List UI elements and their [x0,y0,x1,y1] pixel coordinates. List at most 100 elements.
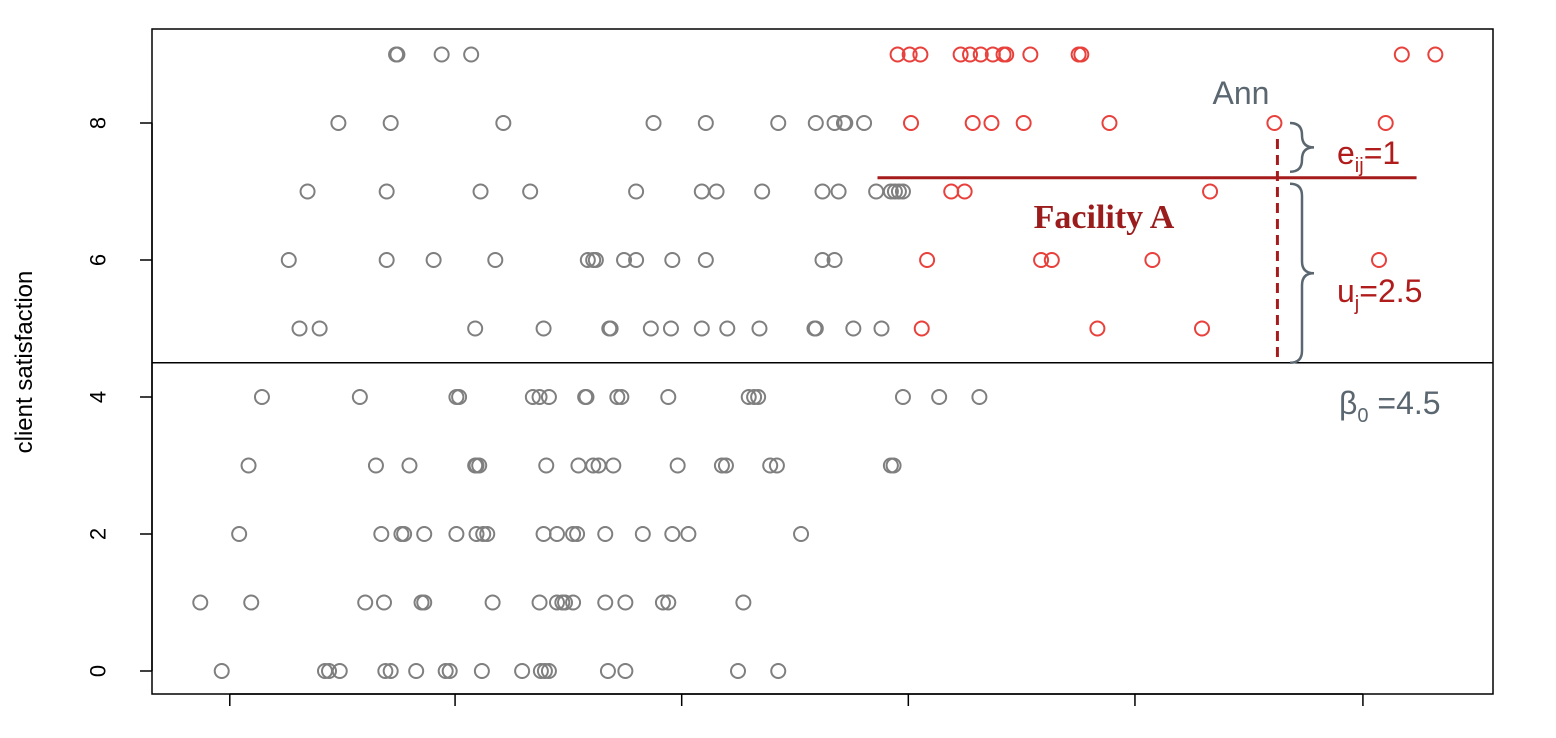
facility-point [1015,115,1032,131]
data-point [886,183,903,200]
beta-symbol: β [1339,385,1357,421]
data-point [605,457,622,474]
facility-point [1202,183,1219,200]
data-point [548,526,565,542]
data-point [570,457,587,474]
data-point [531,594,548,611]
data-point [585,457,602,474]
data-point [451,389,468,405]
data-point [807,320,824,337]
data-point [565,594,582,611]
data-point [713,457,730,474]
data-point [311,320,328,337]
facility-label: Facility A [1034,199,1175,236]
scatter-points [192,46,1444,679]
data-point [642,320,659,337]
data-point [557,594,574,611]
facility-point [1266,115,1283,131]
beta-value: =4.5 [1369,385,1441,421]
data-point [609,389,626,405]
facility-point [1427,46,1444,63]
data-point [382,663,399,679]
data-point [814,252,831,268]
data-point [894,389,911,405]
data-point [441,663,458,679]
data-point [680,526,697,542]
facility-point [1393,46,1410,63]
e-brace [1289,121,1315,174]
data-point [524,389,541,405]
data-point [837,115,854,131]
data-point [770,663,787,679]
data-point [579,252,596,268]
facility-point [956,183,973,200]
data-point [351,389,368,405]
data-point [536,663,553,679]
y-tick-label: 8 [86,117,111,129]
data-point [433,46,450,63]
data-point [540,389,557,405]
facility-point [998,46,1015,63]
data-point [253,389,270,405]
data-point [280,252,297,268]
data-point [535,320,552,337]
u-subscript: j [1354,293,1359,315]
data-point [357,594,374,611]
data-point [471,457,488,474]
data-point [367,457,384,474]
data-point [479,526,496,542]
data-point [192,594,209,611]
facility-point [912,46,929,63]
facility-point [952,46,969,63]
data-point [894,183,911,200]
data-point [213,663,230,679]
facility-point [964,115,981,131]
data-point [717,457,734,474]
beta-subscript: 0 [1357,405,1368,427]
data-point [448,526,465,542]
data-point [814,183,831,200]
data-point [548,594,565,611]
facility-point [1022,46,1039,63]
data-point [437,663,454,679]
data-point [730,663,747,679]
data-point [868,183,885,200]
data-point [856,115,873,131]
ann-label: Ann [1213,75,1270,111]
data-point [793,526,810,542]
data-point [565,526,582,542]
facility-point [1377,115,1394,131]
data-point [382,115,399,131]
data-point [750,389,767,405]
data-point [408,663,425,679]
data-point [697,115,714,131]
data-point [473,663,490,679]
data-point [746,389,763,405]
data-point [754,183,771,200]
data-point [321,663,338,679]
facility-point [901,46,918,63]
facility-point [1089,320,1106,337]
facility-point [1033,252,1050,268]
data-point [885,457,902,474]
data-point [660,389,677,405]
data-point [597,526,614,542]
data-point [697,252,714,268]
data-point [664,252,681,268]
data-point [597,594,614,611]
y-axis: 0 2 4 6 8 [86,117,153,677]
facility-point [1043,252,1060,268]
data-point [540,663,557,679]
data-point [514,663,531,679]
u-brace [1289,182,1315,364]
y-tick-label: 0 [86,665,111,677]
data-point [416,594,433,611]
facility-point [903,115,920,131]
data-point [830,183,847,200]
u-j-label: uj=2.5 [1337,273,1422,315]
data-point [662,320,679,337]
data-point [664,526,681,542]
facility-point [1194,320,1211,337]
data-point [826,252,843,268]
data-point [645,115,662,131]
